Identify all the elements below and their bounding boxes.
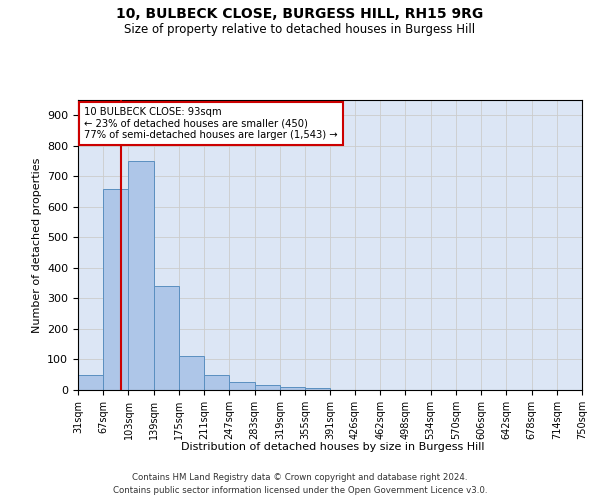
Bar xyxy=(179,356,204,390)
Text: 10 BULBECK CLOSE: 93sqm
← 23% of detached houses are smaller (450)
77% of semi-d: 10 BULBECK CLOSE: 93sqm ← 23% of detache… xyxy=(84,108,338,140)
Bar xyxy=(128,161,154,390)
Text: 10, BULBECK CLOSE, BURGESS HILL, RH15 9RG: 10, BULBECK CLOSE, BURGESS HILL, RH15 9R… xyxy=(116,8,484,22)
Bar xyxy=(280,387,305,390)
Text: Distribution of detached houses by size in Burgess Hill: Distribution of detached houses by size … xyxy=(181,442,485,452)
Y-axis label: Number of detached properties: Number of detached properties xyxy=(32,158,41,332)
Bar xyxy=(78,374,103,390)
Bar xyxy=(305,388,331,390)
Bar xyxy=(103,188,128,390)
Bar xyxy=(154,286,179,390)
Bar xyxy=(229,382,254,390)
Bar xyxy=(254,386,280,390)
Text: Contains public sector information licensed under the Open Government Licence v3: Contains public sector information licen… xyxy=(113,486,487,495)
Text: Contains HM Land Registry data © Crown copyright and database right 2024.: Contains HM Land Registry data © Crown c… xyxy=(132,472,468,482)
Text: Size of property relative to detached houses in Burgess Hill: Size of property relative to detached ho… xyxy=(124,22,476,36)
Bar xyxy=(204,374,229,390)
